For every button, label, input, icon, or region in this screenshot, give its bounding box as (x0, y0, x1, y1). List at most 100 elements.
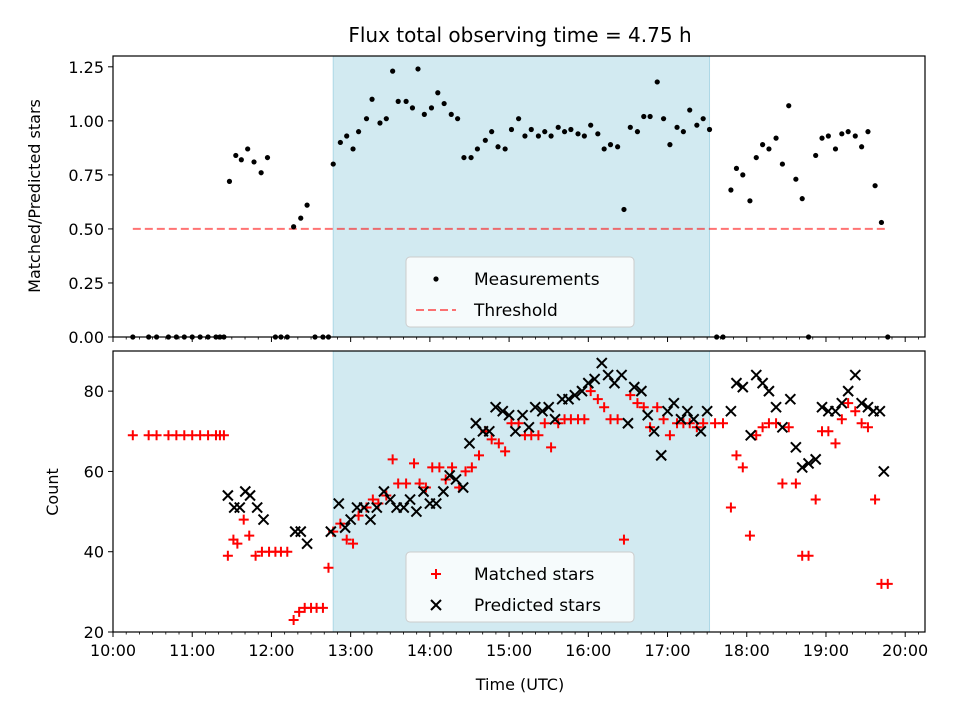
data-point (810, 494, 821, 505)
data-point (371, 501, 383, 514)
data-point (363, 116, 370, 122)
data-point (258, 170, 264, 176)
data-point (836, 397, 848, 409)
bottom-series-predicted-stars (222, 357, 890, 550)
data-point (509, 425, 522, 437)
data-point (763, 385, 775, 397)
data-point (516, 116, 522, 122)
data-point (482, 137, 488, 143)
top-series-measurements (130, 66, 891, 340)
data-point (845, 129, 851, 135)
legend-marker (431, 569, 441, 579)
data-point (298, 215, 304, 221)
data-point (555, 124, 561, 130)
data-point (675, 413, 687, 425)
data-point (486, 434, 497, 445)
data-point (234, 501, 246, 514)
data-point (542, 401, 555, 413)
data-point (823, 426, 834, 437)
data-point (588, 122, 594, 128)
data-point (500, 446, 511, 457)
top-axes-frame (112, 55, 926, 338)
data-point (859, 144, 865, 150)
data-point (395, 98, 401, 104)
data-point (251, 159, 257, 165)
data-point (701, 405, 713, 417)
data-point (667, 142, 673, 148)
data-point (409, 105, 416, 111)
data-point (730, 377, 743, 389)
data-point (251, 501, 263, 514)
data-point (698, 418, 709, 429)
data-point (542, 129, 548, 135)
data-point (493, 438, 504, 449)
data-point (694, 122, 700, 128)
data-point (655, 449, 667, 462)
data-point (776, 421, 789, 433)
data-point (358, 501, 370, 514)
y-tick-label: 0.00 (68, 328, 104, 347)
data-point (575, 131, 581, 137)
data-point (661, 405, 674, 417)
data-point (398, 501, 410, 514)
x-tick-label: 13:00 (328, 641, 374, 660)
data-point (753, 154, 759, 161)
data-point (562, 393, 575, 405)
data-point (323, 562, 334, 573)
data-point (384, 493, 396, 506)
data-point (717, 418, 728, 429)
data-point (592, 394, 603, 405)
data-point (618, 534, 629, 545)
data-point (364, 513, 377, 526)
data-point (508, 126, 515, 133)
data-point (546, 442, 557, 453)
y-tick-label: 20 (84, 623, 104, 642)
data-point (522, 133, 528, 139)
data-point (528, 126, 534, 133)
data-point (799, 196, 805, 202)
data-point (766, 146, 772, 152)
bottom-panel: 20 40 60 80 10:00 11:00 12:00 13:00 14:00 15:00 16… (84, 350, 928, 660)
y-tick-label: 1.00 (68, 112, 104, 131)
data-point (706, 126, 713, 133)
x-tick-label: 16:00 (565, 641, 611, 660)
top-chart-title: Flux total observing time = 4.75 h (348, 23, 691, 47)
data-point (647, 113, 653, 120)
top-legend: Measurements Threshold (405, 256, 635, 328)
data-point (882, 578, 893, 589)
x-tick-label: 10:00 (90, 641, 136, 660)
data-point (576, 385, 588, 397)
data-point (339, 521, 351, 534)
data-point (796, 461, 808, 474)
bottom-x-axis-label: Time (UTC) (475, 675, 564, 694)
data-point (288, 614, 299, 625)
data-point (502, 146, 508, 152)
data-point (403, 98, 409, 104)
data-point (473, 450, 484, 461)
data-point (463, 437, 476, 450)
data-point (731, 450, 742, 461)
data-point (839, 131, 845, 137)
data-point (350, 146, 356, 152)
data-point (561, 129, 568, 135)
data-point (127, 430, 138, 441)
data-point (264, 154, 271, 161)
data-point (777, 478, 788, 489)
data-point (232, 538, 243, 549)
top-panel: 0.00 0.25 0.50 0.75 1.00 1.25 Measurements Thre… (68, 55, 926, 347)
data-point (489, 129, 495, 135)
data-point (635, 385, 648, 397)
data-point (660, 116, 667, 122)
data-point (856, 418, 867, 429)
data-point (377, 120, 383, 126)
y-tick-label: 0.75 (68, 166, 104, 185)
data-point (244, 530, 255, 541)
x-tick-label: 15:00 (486, 641, 532, 660)
data-point (415, 66, 421, 72)
data-point (489, 401, 502, 413)
data-point (733, 165, 740, 171)
data-point (222, 489, 234, 502)
data-point (836, 414, 847, 425)
y-tick-label: 0.50 (68, 220, 104, 239)
data-point (813, 152, 819, 159)
